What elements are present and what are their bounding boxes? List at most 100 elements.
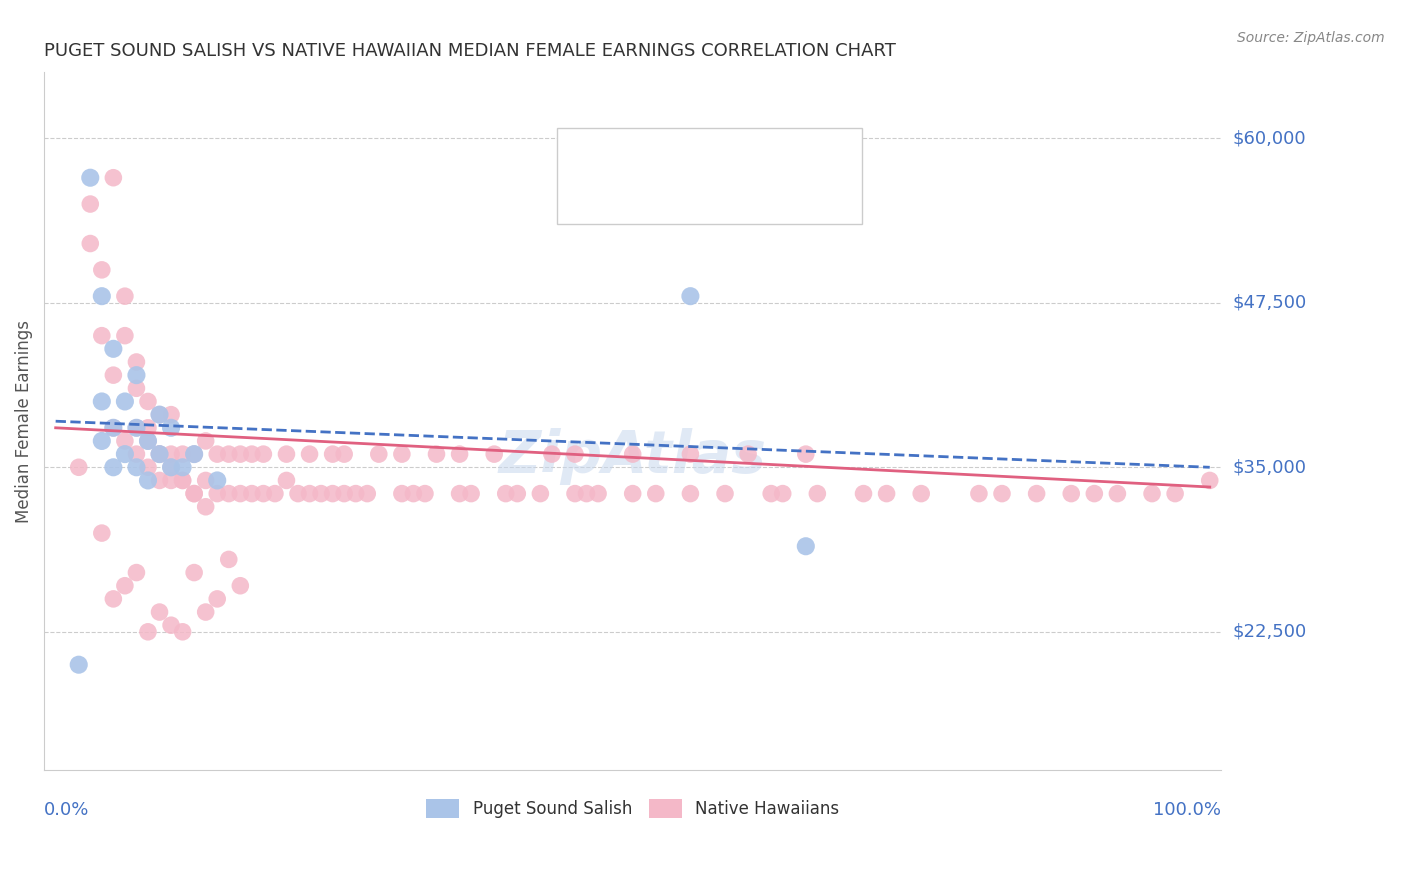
Bar	[569, 138, 600, 169]
Point	[136, 460, 159, 475]
Point	[103, 342, 125, 356]
Point	[218, 552, 240, 566]
Point	[367, 447, 389, 461]
Point	[90, 289, 112, 303]
Point	[67, 657, 90, 672]
Point	[229, 447, 252, 461]
Point	[194, 605, 217, 619]
Point	[136, 474, 159, 488]
Bar	[569, 183, 600, 213]
Point	[103, 421, 125, 435]
Point	[495, 486, 517, 500]
Legend: Puget Sound Salish, Native Hawaiians: Puget Sound Salish, Native Hawaiians	[419, 792, 846, 824]
Point	[402, 486, 425, 500]
Point	[79, 170, 101, 185]
Text: $35,000: $35,000	[1233, 458, 1306, 476]
Point	[136, 624, 159, 639]
Text: $22,500: $22,500	[1233, 623, 1306, 640]
Point	[229, 486, 252, 500]
Point	[482, 447, 505, 461]
Point	[806, 486, 828, 500]
Text: ZipAtlas: ZipAtlas	[499, 427, 766, 484]
Point	[103, 591, 125, 606]
Point	[172, 624, 194, 639]
Point	[194, 500, 217, 514]
Point	[90, 526, 112, 541]
Point	[125, 566, 148, 580]
Point	[148, 408, 170, 422]
Point	[772, 486, 794, 500]
Text: $60,000: $60,000	[1233, 129, 1306, 147]
Text: N =: N =	[731, 189, 768, 207]
Point	[160, 618, 183, 632]
Point	[621, 486, 644, 500]
Text: $47,500: $47,500	[1233, 293, 1306, 312]
Point	[759, 486, 782, 500]
Point	[114, 447, 136, 461]
Text: -0.245: -0.245	[652, 189, 716, 207]
Point	[205, 474, 228, 488]
Point	[621, 447, 644, 461]
Point	[125, 421, 148, 435]
Text: R =: R =	[612, 145, 648, 162]
Point	[333, 486, 356, 500]
Point	[125, 368, 148, 383]
Point	[852, 486, 875, 500]
Point	[794, 539, 817, 553]
Text: N =: N =	[731, 145, 768, 162]
Point	[160, 421, 183, 435]
Point	[1025, 486, 1047, 500]
Text: -0.113: -0.113	[652, 145, 716, 162]
Point	[160, 460, 183, 475]
Point	[114, 289, 136, 303]
Point	[356, 486, 378, 500]
Point	[229, 579, 252, 593]
Text: PUGET SOUND SALISH VS NATIVE HAWAIIAN MEDIAN FEMALE EARNINGS CORRELATION CHART: PUGET SOUND SALISH VS NATIVE HAWAIIAN ME…	[44, 42, 896, 60]
Point	[160, 460, 183, 475]
Point	[90, 328, 112, 343]
Point	[679, 289, 702, 303]
Point	[172, 474, 194, 488]
Point	[564, 447, 586, 461]
Text: 24: 24	[773, 145, 799, 162]
Point	[148, 447, 170, 461]
Point	[136, 421, 159, 435]
Point	[67, 460, 90, 475]
Point	[1060, 486, 1083, 500]
Point	[79, 236, 101, 251]
Point	[205, 447, 228, 461]
Point	[183, 566, 205, 580]
Point	[172, 447, 194, 461]
Point	[114, 328, 136, 343]
Point	[125, 381, 148, 395]
Point	[90, 394, 112, 409]
Point	[125, 460, 148, 475]
Point	[425, 447, 447, 461]
Point	[103, 368, 125, 383]
Point	[136, 434, 159, 448]
Point	[287, 486, 309, 500]
Point	[449, 447, 471, 461]
Point	[90, 263, 112, 277]
Point	[79, 197, 101, 211]
Point	[529, 486, 551, 500]
Text: 100.0%: 100.0%	[1153, 800, 1222, 819]
Point	[1164, 486, 1187, 500]
Point	[103, 421, 125, 435]
Point	[298, 447, 321, 461]
Point	[714, 486, 737, 500]
Point	[103, 170, 125, 185]
Point	[1107, 486, 1129, 500]
Point	[679, 486, 702, 500]
Point	[586, 486, 609, 500]
Point	[794, 447, 817, 461]
Point	[148, 408, 170, 422]
Point	[1083, 486, 1105, 500]
Point	[541, 447, 564, 461]
Point	[160, 447, 183, 461]
Point	[391, 486, 413, 500]
Point	[160, 408, 183, 422]
Point	[252, 486, 274, 500]
Point	[575, 486, 598, 500]
Point	[991, 486, 1014, 500]
